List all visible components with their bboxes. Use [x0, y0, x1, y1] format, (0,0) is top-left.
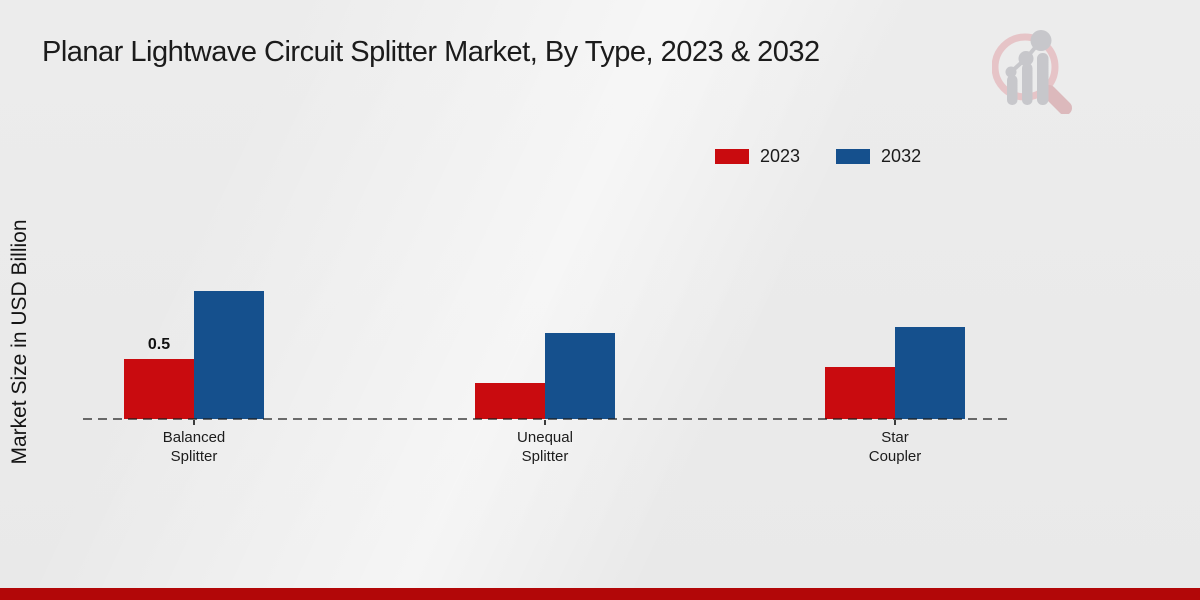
legend-label-2023: 2023	[760, 146, 801, 166]
category-label-star-coupler: Star Coupler	[868, 429, 922, 465]
magnifier-bar-chart-logo-icon	[992, 30, 1072, 114]
bar-2032-balanced-splitter	[194, 291, 264, 419]
legend-item-2032: 2032	[836, 146, 921, 167]
bar-2023-balanced-splitter	[124, 359, 194, 419]
bar-2032-unequal-splitter	[545, 333, 615, 419]
x-axis-tick-balanced-splitter	[193, 420, 195, 425]
x-axis-dashed-baseline	[83, 418, 1007, 420]
category-label-unequal-splitter: Unequal Splitter	[517, 429, 573, 465]
bar-2032-star-coupler	[895, 327, 965, 419]
footer-accent-bar	[0, 588, 1200, 600]
category-label-balanced-splitter: Balanced Splitter	[162, 429, 226, 465]
legend: 2023 2032	[715, 146, 921, 167]
legend-label-2032: 2032	[881, 146, 922, 166]
bar-2023-star-coupler	[825, 367, 895, 419]
x-axis-tick-unequal-splitter	[544, 420, 546, 425]
x-axis-tick-star-coupler	[894, 420, 896, 425]
chart-title: Planar Lightwave Circuit Splitter Market…	[42, 36, 820, 68]
legend-swatch-2032	[836, 149, 871, 164]
bar-2023-unequal-splitter	[475, 383, 545, 419]
bar-value-label-2023-balanced-splitter: 0.5	[147, 336, 171, 353]
legend-item-2023: 2023	[715, 146, 800, 167]
y-axis-label: Market Size in USD Billion	[8, 219, 31, 465]
legend-swatch-2023	[715, 149, 749, 164]
